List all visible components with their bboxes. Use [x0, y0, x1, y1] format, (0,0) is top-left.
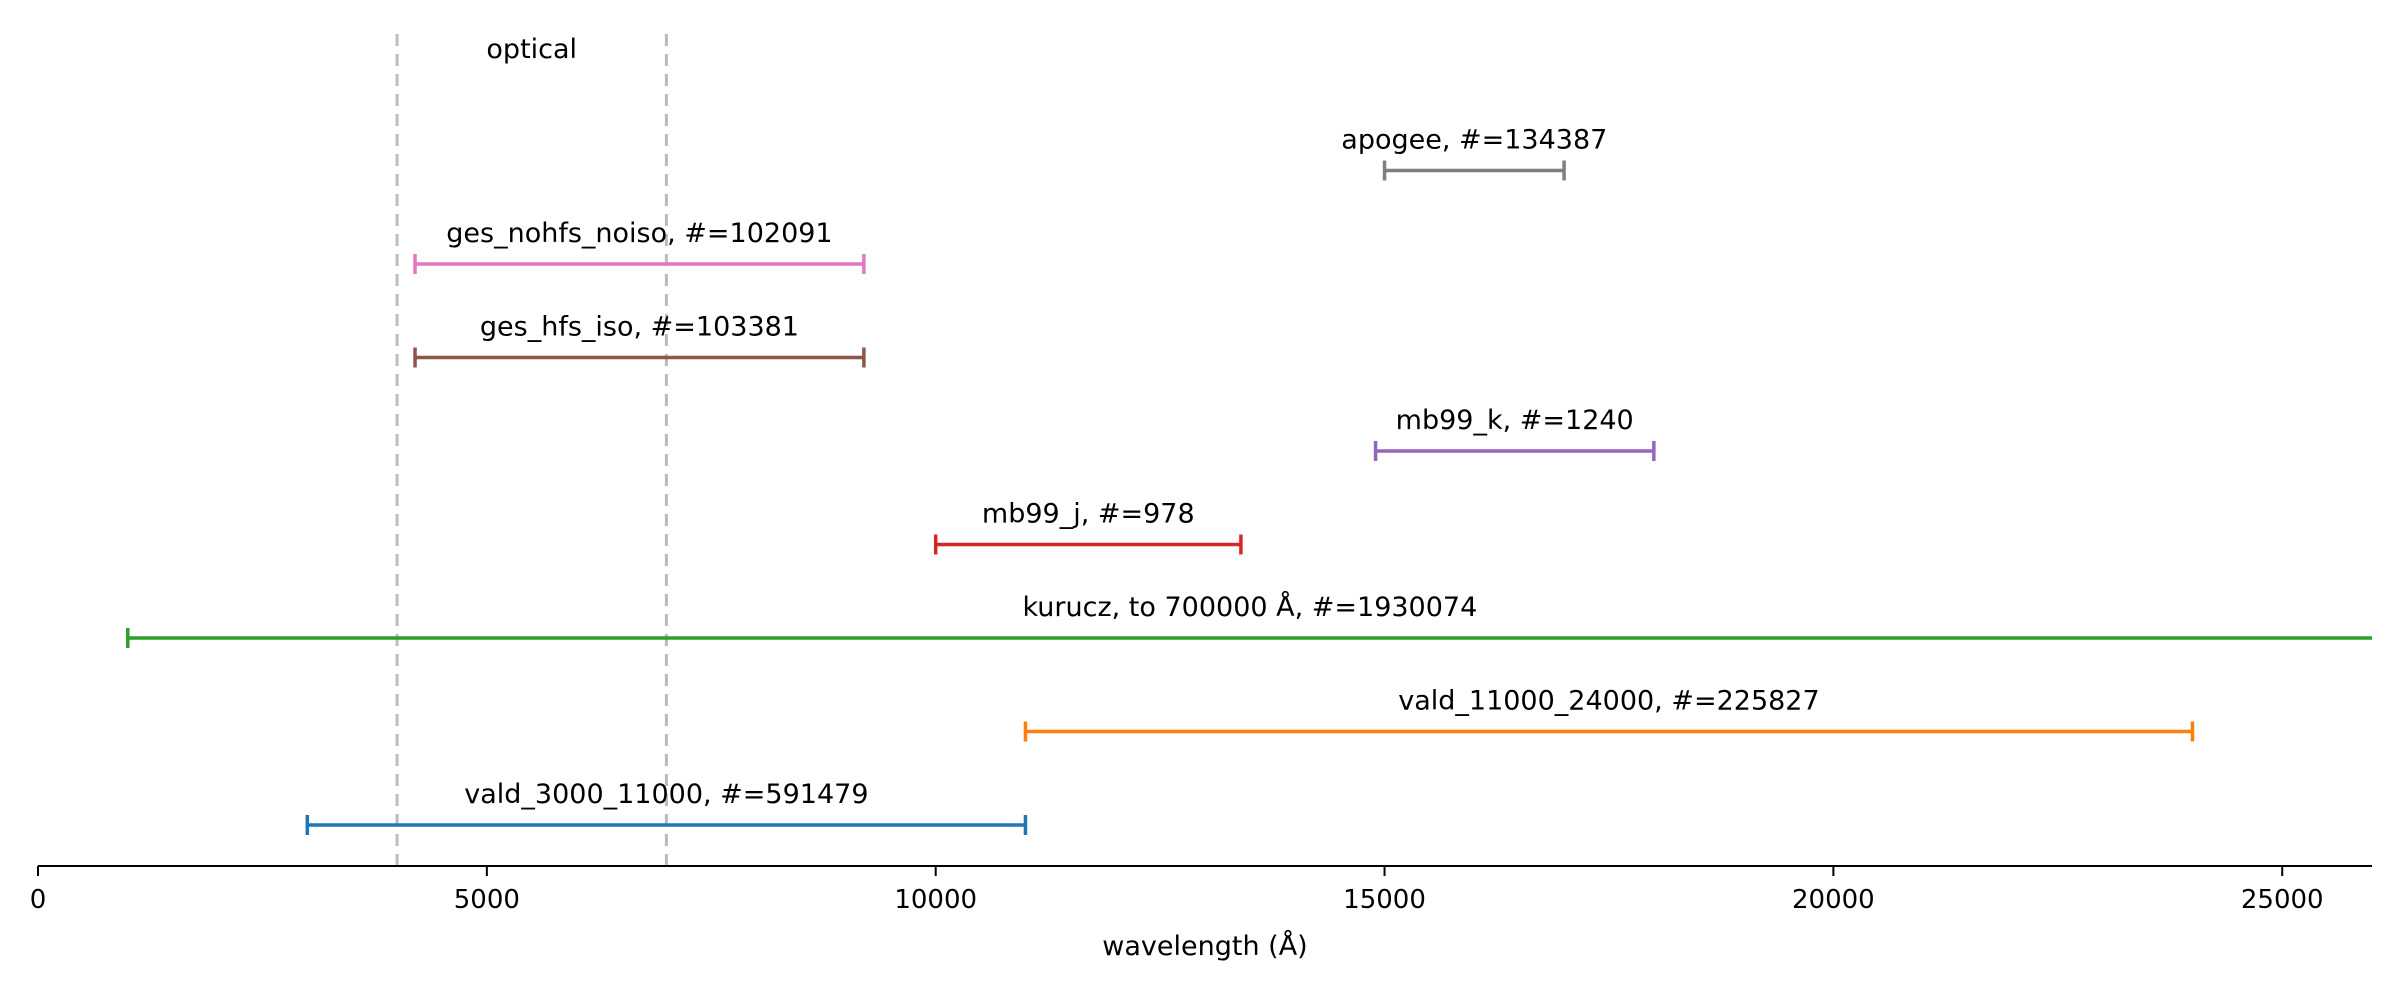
range-label: mb99_j, #=978: [982, 499, 1195, 530]
range-label: apogee, #=134387: [1341, 125, 1607, 156]
range-bar: vald_11000_24000, #=225827: [1023, 686, 2195, 742]
x-tick-label: 0: [30, 885, 47, 915]
range-bar: kurucz, to 700000 Å, #=1930074: [126, 591, 2372, 648]
linelist-ranges: vald_3000_11000, #=591479 vald_11000_2400…: [126, 125, 2372, 835]
x-tick-label: 15000: [1343, 885, 1426, 915]
x-axis: 0 5000 10000 15000 20000 25000: [30, 865, 2372, 915]
x-axis-label: wavelength (Å): [1102, 930, 1307, 962]
range-bar: vald_3000_11000, #=591479: [305, 779, 1028, 835]
range-label: vald_3000_11000, #=591479: [464, 779, 868, 810]
x-tick-label: 25000: [2241, 885, 2324, 915]
optical-region: optical: [395, 34, 668, 866]
range-label: mb99_k, #=1240: [1396, 405, 1634, 436]
x-tick-label: 10000: [894, 885, 977, 915]
x-tick-label: 5000: [454, 885, 520, 915]
range-bar: mb99_j, #=978: [933, 499, 1243, 555]
range-label: vald_11000_24000, #=225827: [1398, 686, 1819, 717]
range-bar: ges_hfs_iso, #=103381: [413, 312, 866, 368]
range-label: kurucz, to 700000 Å, #=1930074: [1022, 591, 1477, 623]
range-bar: mb99_k, #=1240: [1373, 405, 1656, 461]
range-bar: apogee, #=134387: [1341, 125, 1607, 181]
optical-region-label: optical: [486, 34, 577, 65]
range-label: ges_hfs_iso, #=103381: [480, 312, 799, 343]
range-bar: ges_nohfs_noiso, #=102091: [413, 218, 866, 274]
range-label: ges_nohfs_noiso, #=102091: [446, 218, 832, 249]
x-tick-label: 20000: [1792, 885, 1875, 915]
